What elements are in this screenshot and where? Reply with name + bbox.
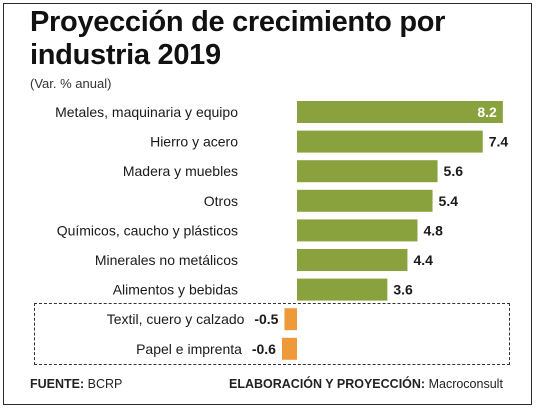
- value-label: 5.4: [439, 193, 459, 209]
- credit-value: Macroconsult: [428, 377, 503, 391]
- category-label: Textil, cuero y calzado: [107, 311, 245, 327]
- value-label: -0.6: [252, 341, 276, 357]
- chart-frame: [3, 3, 532, 405]
- value-label: 7.4: [489, 134, 509, 150]
- credit-label: ELABORACIÓN Y PROYECCIÓN:: [229, 377, 426, 391]
- chart-subtitle: (Var. % anual): [30, 76, 112, 91]
- credit-note: ELABORACIÓN Y PROYECCIÓN: Macroconsult: [229, 377, 503, 391]
- value-label: 4.8: [423, 222, 443, 238]
- source-value: BCRP: [87, 377, 123, 391]
- bar: [297, 278, 388, 301]
- category-label: Hierro y acero: [150, 134, 238, 150]
- category-label: Otros: [204, 193, 238, 209]
- chart-title: Proyección de crecimiento por industria …: [30, 6, 446, 71]
- bar: [297, 249, 408, 271]
- category-label: Alimentos y bebidas: [113, 282, 238, 298]
- negative-group-box: [34, 303, 510, 365]
- category-label: Madera y muebles: [123, 163, 238, 179]
- bar: [297, 101, 503, 123]
- category-label: Químicos, caucho y plásticos: [57, 222, 238, 238]
- bar: [281, 337, 297, 360]
- source-label: FUENTE:: [30, 377, 85, 391]
- bar: [297, 219, 418, 242]
- value-label: -0.5: [254, 311, 278, 327]
- bar: [284, 308, 297, 331]
- bar: [297, 189, 433, 212]
- category-label: Metales, maquinaria y equipo: [55, 104, 238, 120]
- category-label: Minerales no metálicos: [95, 252, 238, 268]
- value-label: 5.6: [444, 163, 464, 179]
- category-label: Papel e imprenta: [136, 341, 242, 357]
- value-label: 3.6: [393, 282, 413, 298]
- value-label: 8.2: [477, 104, 497, 120]
- source-note: FUENTE: BCRP: [30, 377, 122, 391]
- bar: [297, 160, 438, 183]
- value-label: 4.4: [413, 252, 433, 268]
- bar: [297, 130, 483, 153]
